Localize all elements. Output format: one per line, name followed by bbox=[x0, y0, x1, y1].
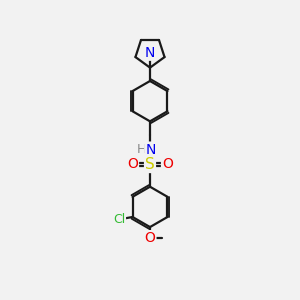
Text: N: N bbox=[145, 142, 156, 157]
Text: H: H bbox=[137, 143, 147, 156]
Text: N: N bbox=[145, 46, 155, 60]
Text: Cl: Cl bbox=[113, 213, 125, 226]
Text: O: O bbox=[127, 158, 138, 171]
Text: O: O bbox=[145, 231, 155, 245]
Text: O: O bbox=[162, 158, 173, 171]
Text: S: S bbox=[145, 157, 155, 172]
